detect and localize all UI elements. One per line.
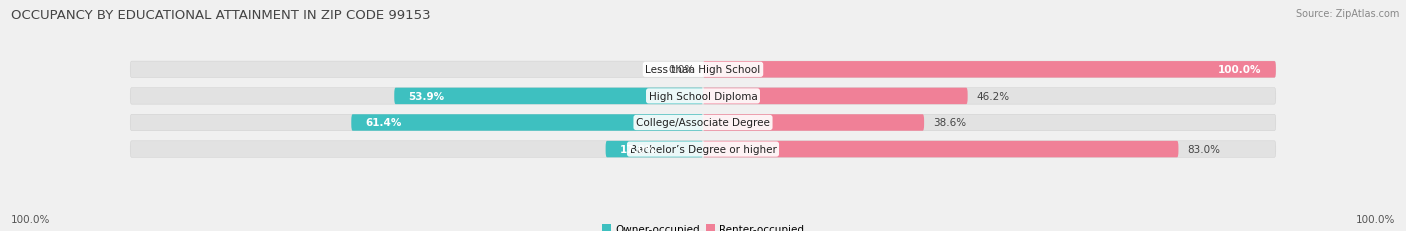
- Text: Bachelor’s Degree or higher: Bachelor’s Degree or higher: [630, 144, 776, 154]
- Text: 53.9%: 53.9%: [409, 91, 444, 101]
- Text: 83.0%: 83.0%: [1187, 144, 1220, 154]
- FancyBboxPatch shape: [352, 115, 703, 131]
- Text: High School Diploma: High School Diploma: [648, 91, 758, 101]
- Text: 38.6%: 38.6%: [932, 118, 966, 128]
- Text: 100.0%: 100.0%: [11, 214, 51, 224]
- FancyBboxPatch shape: [703, 141, 1178, 158]
- FancyBboxPatch shape: [703, 62, 1275, 78]
- Text: 61.4%: 61.4%: [366, 118, 402, 128]
- Text: College/Associate Degree: College/Associate Degree: [636, 118, 770, 128]
- Text: 0.0%: 0.0%: [668, 65, 695, 75]
- Legend: Owner-occupied, Renter-occupied: Owner-occupied, Renter-occupied: [598, 220, 808, 231]
- FancyBboxPatch shape: [131, 115, 1275, 131]
- FancyBboxPatch shape: [394, 88, 703, 105]
- Text: Less than High School: Less than High School: [645, 65, 761, 75]
- FancyBboxPatch shape: [131, 141, 1275, 158]
- FancyBboxPatch shape: [703, 115, 924, 131]
- FancyBboxPatch shape: [606, 141, 703, 158]
- Text: OCCUPANCY BY EDUCATIONAL ATTAINMENT IN ZIP CODE 99153: OCCUPANCY BY EDUCATIONAL ATTAINMENT IN Z…: [11, 9, 430, 22]
- Text: 17.0%: 17.0%: [620, 144, 657, 154]
- FancyBboxPatch shape: [131, 88, 1275, 105]
- FancyBboxPatch shape: [131, 62, 1275, 78]
- Text: 46.2%: 46.2%: [976, 91, 1010, 101]
- Text: 100.0%: 100.0%: [1218, 65, 1261, 75]
- Text: Source: ZipAtlas.com: Source: ZipAtlas.com: [1295, 9, 1399, 19]
- Text: 100.0%: 100.0%: [1355, 214, 1395, 224]
- FancyBboxPatch shape: [703, 88, 967, 105]
